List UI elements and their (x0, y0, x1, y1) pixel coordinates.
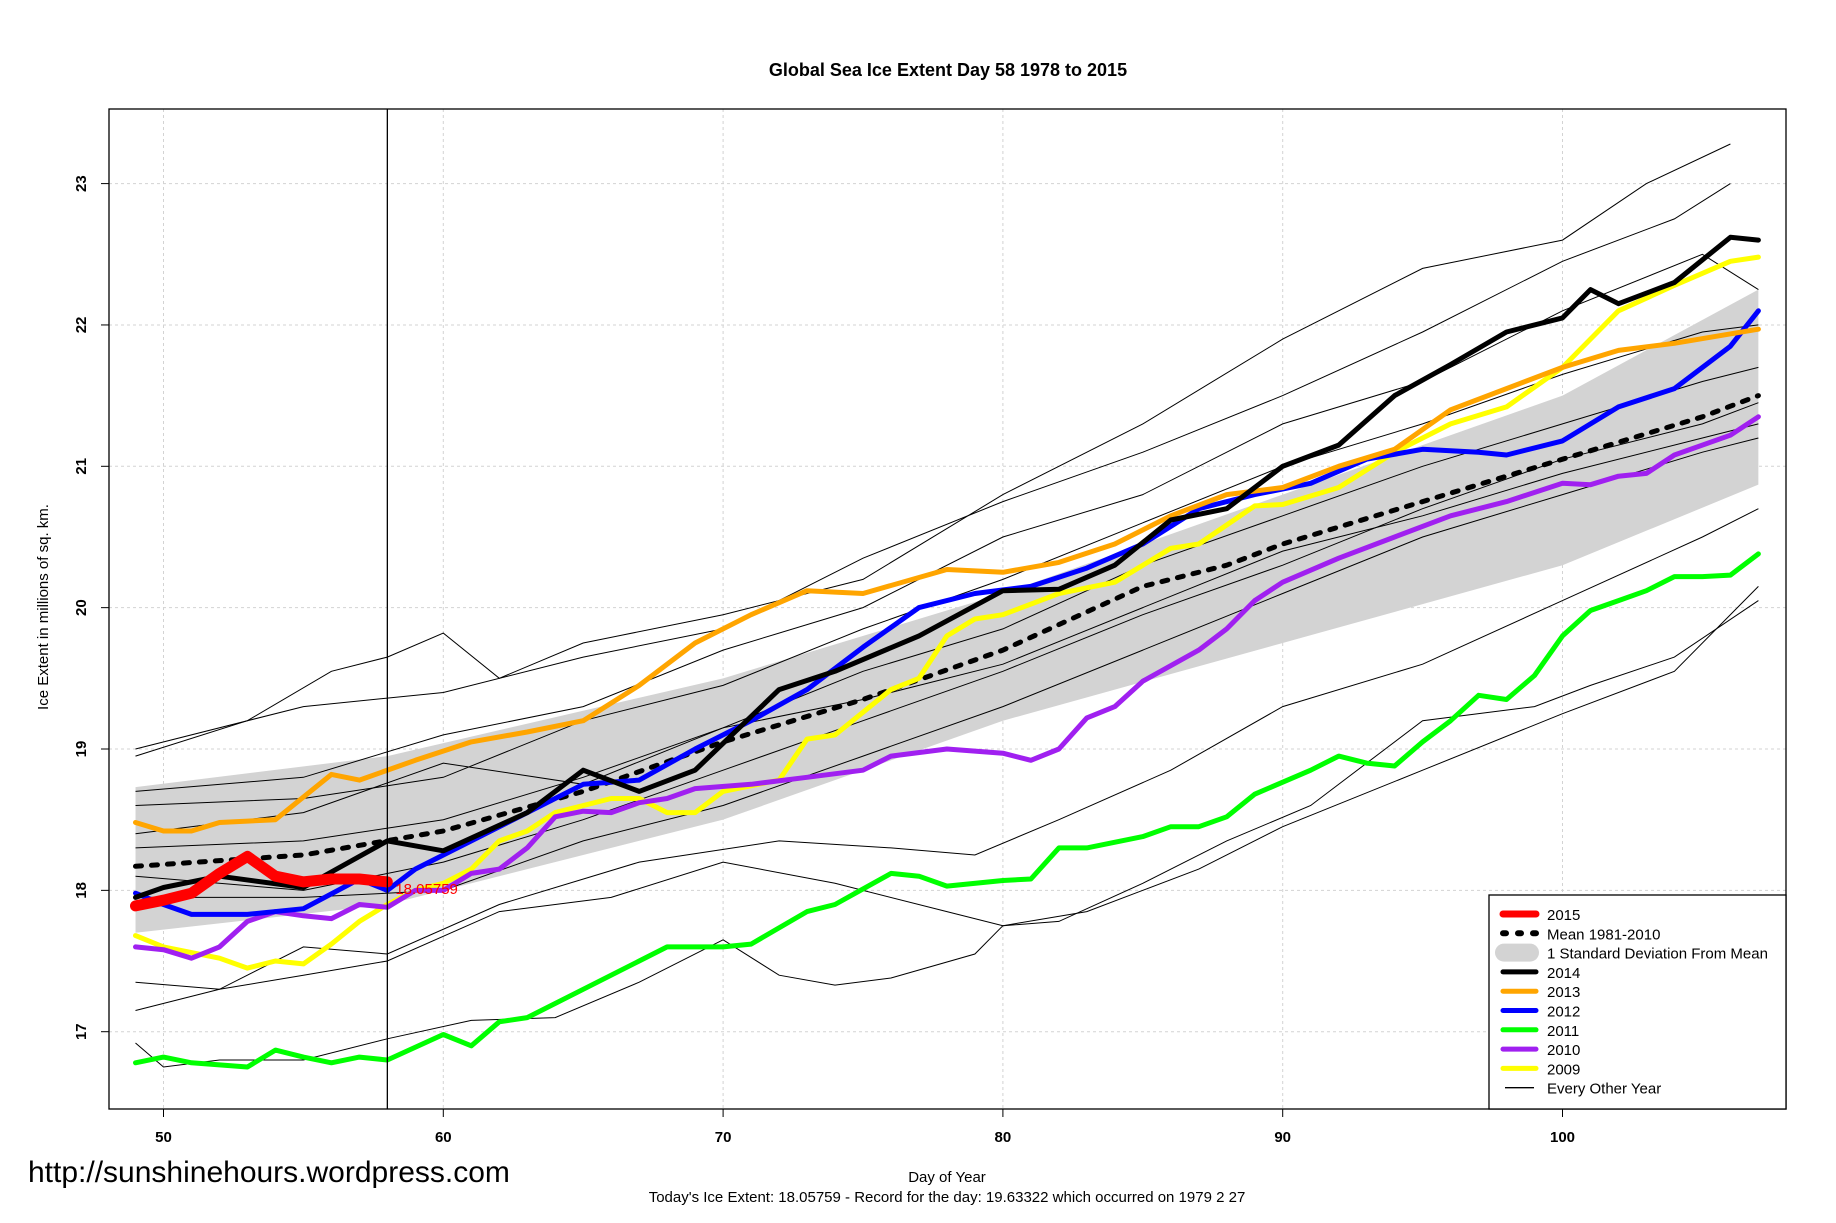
series-line-2013 (133, 326, 1761, 834)
x-tick-label: 100 (1550, 1129, 1575, 1146)
y-tick-label: 22 (73, 317, 90, 334)
series-line-2009 (133, 254, 1761, 971)
x-tick-label: 80 (995, 1129, 1012, 1146)
x-axis-label: Day of Year (908, 1169, 986, 1186)
series-line-2010 (133, 414, 1761, 961)
legend-label: 1 Standard Deviation From Mean (1547, 946, 1768, 963)
other-year-line (135, 324, 1759, 806)
sd-band-area (135, 289, 1759, 933)
plot-frame (108, 108, 1787, 1110)
other-year-line (135, 366, 1759, 849)
legend-label: 2012 (1547, 1004, 1580, 1021)
legend-label: 2009 (1547, 1061, 1580, 1078)
series-line-2015 (130, 850, 393, 912)
sd-band (135, 289, 1759, 933)
y-tick-label: 17 (73, 1023, 90, 1040)
x-tick-label: 60 (435, 1129, 452, 1146)
x-tick-label: 90 (1274, 1129, 1291, 1146)
series-line-mean-1981-2010 (133, 393, 1761, 869)
legend-label: 2014 (1547, 965, 1580, 982)
legend-label: 2010 (1547, 1042, 1580, 1059)
x-tick-label: 70 (715, 1129, 732, 1146)
chart-subtitle: Today's Ice Extent: 18.05759 - Record fo… (649, 1189, 1246, 1206)
legend-label: 2011 (1547, 1023, 1579, 1040)
x-tick-label: 50 (155, 1129, 172, 1146)
other-year-line (135, 508, 1759, 990)
other-year-line (135, 586, 1759, 1011)
y-tick-label: 21 (73, 458, 90, 475)
current-value-label: 18.05759 (395, 881, 458, 898)
legend-label: 2015 (1547, 907, 1580, 924)
other-year-line (135, 423, 1759, 835)
other-year-line (135, 183, 1731, 750)
chart-title: Global Sea Ice Extent Day 58 1978 to 201… (769, 60, 1127, 80)
y-tick-label: 18 (73, 882, 90, 899)
y-axis-label: Ice Extent in millions of sq. km. (35, 504, 52, 710)
other-year-line (135, 600, 1759, 1068)
other-years (135, 143, 1759, 1068)
y-tick-label: 20 (73, 599, 90, 616)
other-year-line (135, 253, 1759, 792)
legend-label: Every Other Year (1547, 1081, 1661, 1098)
legend-box (1488, 894, 1787, 1110)
legend-label: Mean 1981-2010 (1547, 926, 1660, 943)
legend: 2015 Mean 1981-2010 1 Standard Deviation F… (1488, 894, 1787, 1110)
y-tick-label: 19 (73, 741, 90, 758)
series-line-2014 (133, 234, 1761, 900)
y-tick-label: 23 (73, 175, 90, 192)
legend-swatch (1495, 943, 1539, 962)
legend-label: 2013 (1547, 984, 1580, 1001)
axis-ticks: 50 60 70 80 90 100 17 18 19 20 21 22 23 (73, 175, 1575, 1146)
watermark-url: http://sunshinehours.wordpress.com (28, 1156, 510, 1189)
